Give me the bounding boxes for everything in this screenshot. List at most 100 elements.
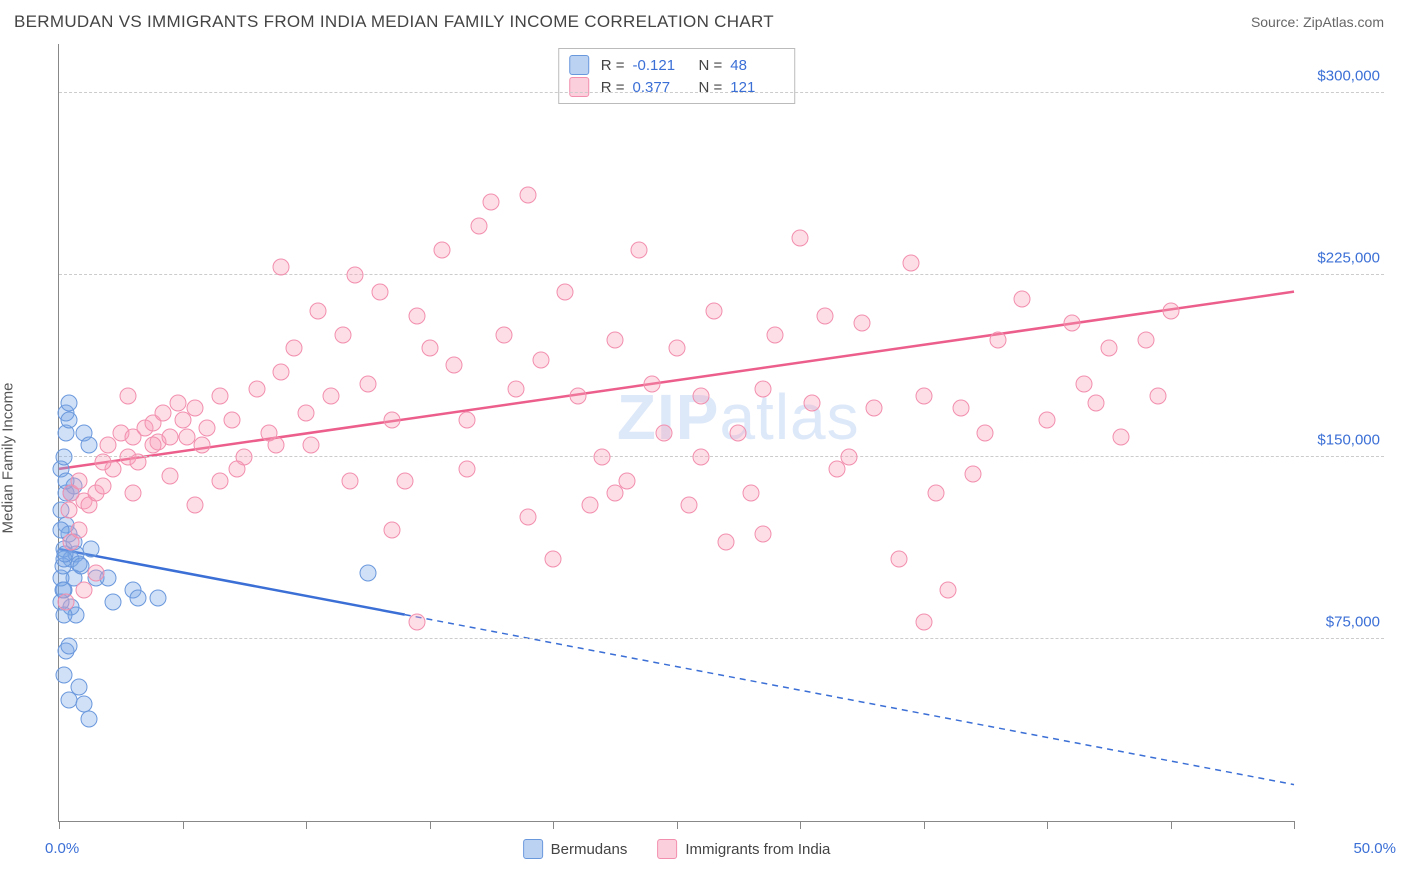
source-label: Source: ZipAtlas.com	[1251, 14, 1384, 30]
data-point	[60, 638, 77, 655]
data-point	[458, 460, 475, 477]
data-point	[186, 400, 203, 417]
data-point	[569, 388, 586, 405]
x-max-label: 50.0%	[1353, 840, 1396, 857]
data-point	[80, 436, 97, 453]
x-min-label: 0.0%	[45, 840, 79, 857]
r-label: R =	[601, 79, 625, 96]
data-point	[372, 283, 389, 300]
data-point	[964, 465, 981, 482]
data-point	[927, 485, 944, 502]
data-point	[495, 327, 512, 344]
x-tick	[800, 821, 801, 829]
data-point	[693, 388, 710, 405]
data-point	[804, 395, 821, 412]
data-point	[693, 448, 710, 465]
x-tick	[1294, 821, 1295, 829]
y-tick-label: $150,000	[1317, 431, 1380, 448]
data-point	[1076, 375, 1093, 392]
swatch-b-icon	[569, 77, 589, 97]
data-point	[228, 460, 245, 477]
data-point	[705, 303, 722, 320]
data-point	[1162, 303, 1179, 320]
data-point	[60, 412, 77, 429]
data-point	[470, 218, 487, 235]
data-point	[55, 448, 72, 465]
data-point	[384, 521, 401, 538]
data-point	[532, 351, 549, 368]
data-point	[359, 565, 376, 582]
data-point	[606, 485, 623, 502]
data-point	[384, 412, 401, 429]
data-point	[940, 582, 957, 599]
swatch-a-icon	[569, 55, 589, 75]
data-point	[1150, 388, 1167, 405]
data-point	[248, 380, 265, 397]
data-point	[335, 327, 352, 344]
data-point	[75, 582, 92, 599]
data-point	[557, 283, 574, 300]
data-point	[211, 473, 228, 490]
data-point	[1137, 332, 1154, 349]
gridline	[59, 456, 1384, 457]
data-point	[952, 400, 969, 417]
gridline	[59, 274, 1384, 275]
x-tick	[677, 821, 678, 829]
data-point	[162, 429, 179, 446]
n-value-b: 121	[730, 79, 784, 96]
data-point	[890, 550, 907, 567]
legend-swatch-a-icon	[523, 839, 543, 859]
data-point	[273, 363, 290, 380]
data-point	[105, 594, 122, 611]
legend-item-a: Bermudans	[523, 839, 628, 859]
data-point	[125, 485, 142, 502]
data-point	[1063, 315, 1080, 332]
trend-line	[59, 292, 1294, 469]
legend-label-a: Bermudans	[551, 841, 628, 858]
data-point	[154, 405, 171, 422]
chart-title: BERMUDAN VS IMMIGRANTS FROM INDIA MEDIAN…	[14, 12, 774, 32]
data-point	[88, 565, 105, 582]
data-point	[359, 375, 376, 392]
data-point	[60, 395, 77, 412]
data-point	[915, 388, 932, 405]
y-tick-label: $75,000	[1326, 613, 1380, 630]
x-tick	[430, 821, 431, 829]
data-point	[83, 541, 100, 558]
data-point	[130, 589, 147, 606]
data-point	[1039, 412, 1056, 429]
data-point	[977, 424, 994, 441]
data-point	[60, 502, 77, 519]
trend-lines	[59, 44, 1294, 821]
chart-container: Median Family Income ZIPatlas R = -0.121…	[14, 44, 1384, 872]
data-point	[409, 307, 426, 324]
trend-line-extrapolated	[405, 615, 1294, 785]
n-label: N =	[699, 57, 723, 74]
data-point	[70, 473, 87, 490]
y-axis-label: Median Family Income	[0, 383, 17, 534]
data-point	[199, 419, 216, 436]
r-label: R =	[601, 57, 625, 74]
watermark-atlas: atlas	[719, 381, 859, 453]
data-point	[58, 594, 75, 611]
data-point	[162, 468, 179, 485]
data-point	[298, 405, 315, 422]
data-point	[446, 356, 463, 373]
data-point	[606, 332, 623, 349]
data-point	[433, 242, 450, 259]
legend-label-b: Immigrants from India	[685, 841, 830, 858]
data-point	[829, 460, 846, 477]
gridline	[59, 638, 1384, 639]
x-tick	[59, 821, 60, 829]
data-point	[594, 448, 611, 465]
n-value-a: 48	[730, 57, 784, 74]
data-point	[754, 380, 771, 397]
x-tick	[1047, 821, 1048, 829]
data-point	[194, 436, 211, 453]
data-point	[169, 395, 186, 412]
legend: Bermudans Immigrants from India	[523, 839, 831, 859]
data-point	[520, 509, 537, 526]
data-point	[1113, 429, 1130, 446]
x-tick	[924, 821, 925, 829]
data-point	[903, 254, 920, 271]
